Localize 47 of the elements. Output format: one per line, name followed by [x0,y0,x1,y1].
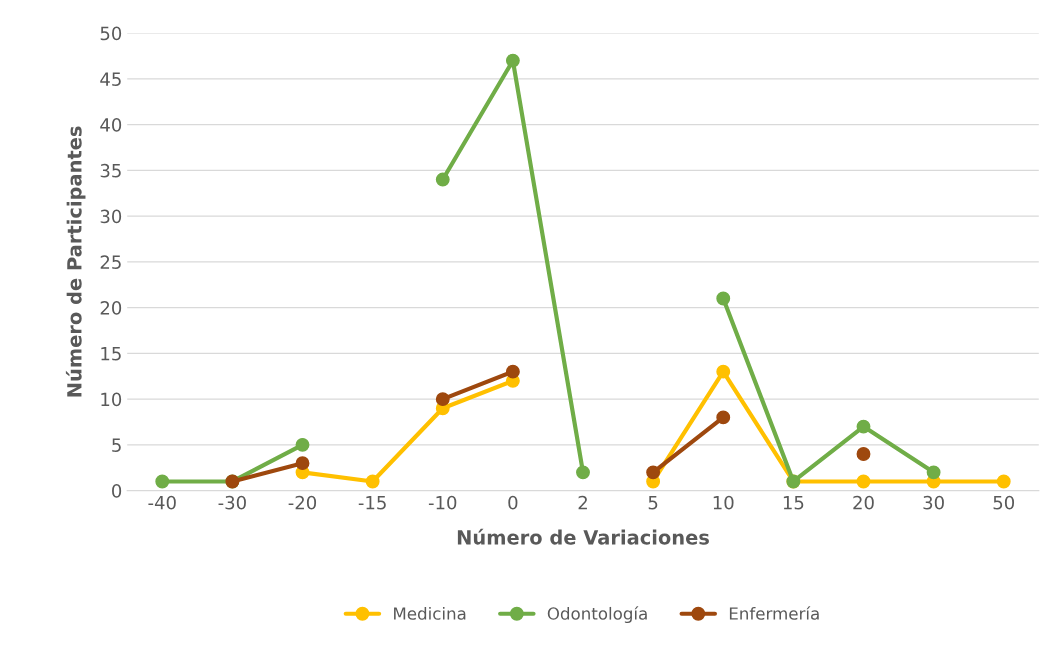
legend-label: Enfermería [729,606,819,620]
point [155,474,170,489]
point [926,465,941,480]
x-tick-label: 5 [648,496,658,510]
point [996,474,1011,489]
y-tick-label: 25 [100,255,121,269]
point [505,364,520,379]
point [646,465,661,480]
point [435,392,450,407]
x-tick-label: -30 [218,495,246,510]
y-axis-title: Número de Participantes [65,126,86,397]
point [365,474,380,489]
x-tick-label: 30 [923,495,944,510]
point [716,291,731,306]
point [435,172,450,187]
point [856,474,871,489]
y-tick-label: 40 [100,118,122,132]
x-tick-label: 10 [713,495,734,510]
x-tick-label: -15 [358,496,386,510]
point [576,465,590,480]
point [856,419,871,434]
x-tick-label: 15 [783,496,804,510]
y-tick-label: 20 [100,301,122,315]
x-axis-title: Número de Variaciones [457,528,709,545]
y-tick-label: 10 [101,392,122,407]
y-tick-label: 0 [112,484,122,498]
x-tick-label: -10 [428,495,457,510]
y-tick-label: 15 [101,347,121,361]
y-tick-label: 30 [100,209,122,224]
x-tick-label: 50 [993,495,1015,510]
x-tick-label: 20 [853,495,874,510]
y-tick-label: 45 [100,72,121,87]
y-tick-label: 50 [100,26,122,41]
legend-label: Medicina [394,606,466,620]
legend-label: Odontología [547,606,647,624]
point [856,447,871,461]
point [716,410,731,425]
y-tick-label: 5 [112,438,121,452]
point [716,364,731,379]
x-tick-label: -40 [148,495,176,510]
y-tick-label: 35 [100,163,121,178]
point [505,53,520,68]
point [295,437,310,452]
point [295,456,310,471]
x-tick-label: -20 [288,495,317,510]
x-tick-label: 0 [508,495,518,510]
x-tick-label: 2 [578,495,587,510]
